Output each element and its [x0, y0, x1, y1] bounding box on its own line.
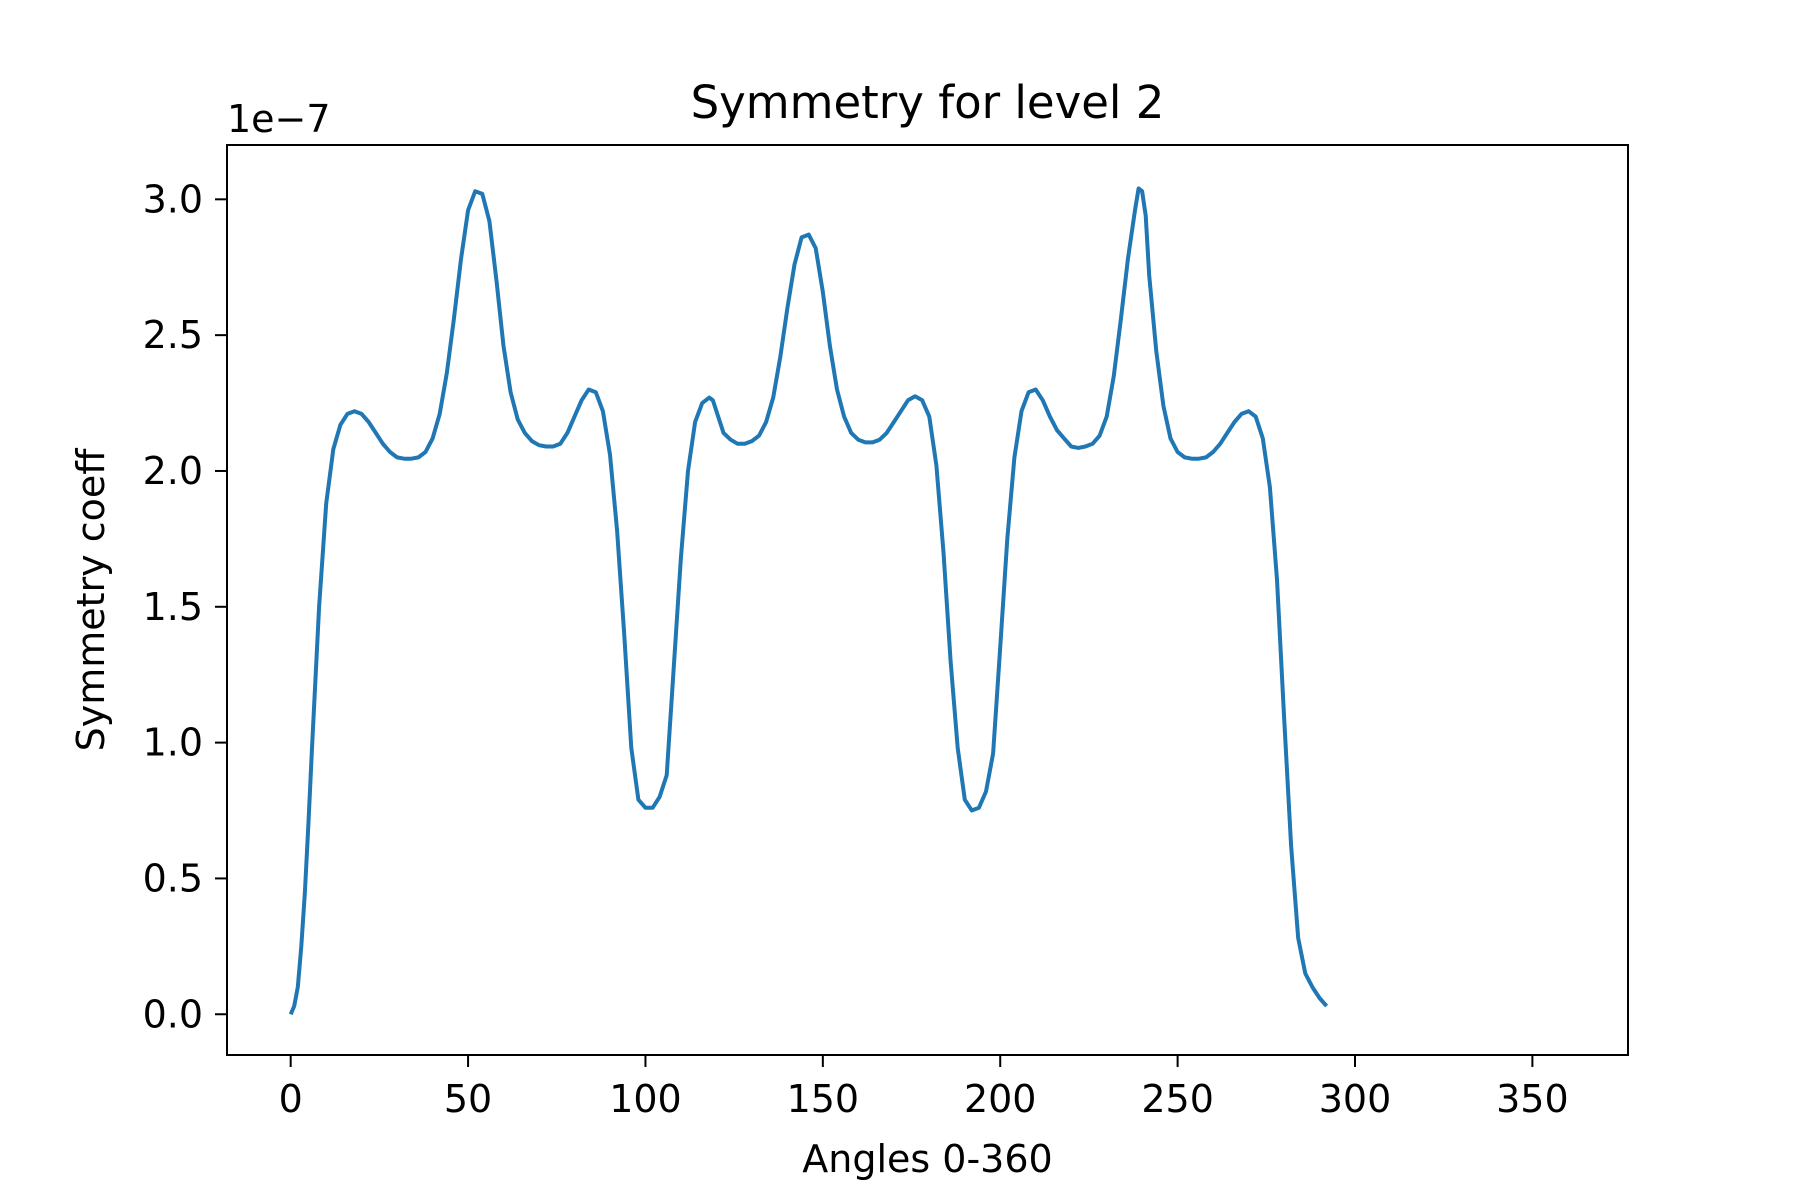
- x-axis-label: Angles 0-360: [802, 1137, 1052, 1181]
- y-tick-label: 3.0: [143, 177, 203, 221]
- y-tick-label: 2.5: [143, 313, 203, 357]
- y-tick-label: 1.5: [143, 585, 203, 629]
- chart-title: Symmetry for level 2: [691, 76, 1165, 129]
- y-tick-label: 0.0: [143, 992, 203, 1036]
- y-tick-label: 2.0: [143, 449, 203, 493]
- x-tick-label: 100: [609, 1077, 682, 1121]
- x-tick-label: 0: [279, 1077, 303, 1121]
- x-tick-label: 200: [964, 1077, 1037, 1121]
- x-tick-label: 250: [1141, 1077, 1214, 1121]
- x-tick-label: 50: [444, 1077, 492, 1121]
- x-tick-label: 300: [1319, 1077, 1392, 1121]
- x-tick-label: 150: [787, 1077, 860, 1121]
- x-tick-label: 350: [1496, 1077, 1569, 1121]
- y-tick-label: 0.5: [143, 856, 203, 900]
- y-axis-label: Symmetry coeff: [69, 448, 113, 752]
- y-tick-label: 1.0: [143, 721, 203, 765]
- y-axis-offset-label: 1e−7: [227, 97, 331, 141]
